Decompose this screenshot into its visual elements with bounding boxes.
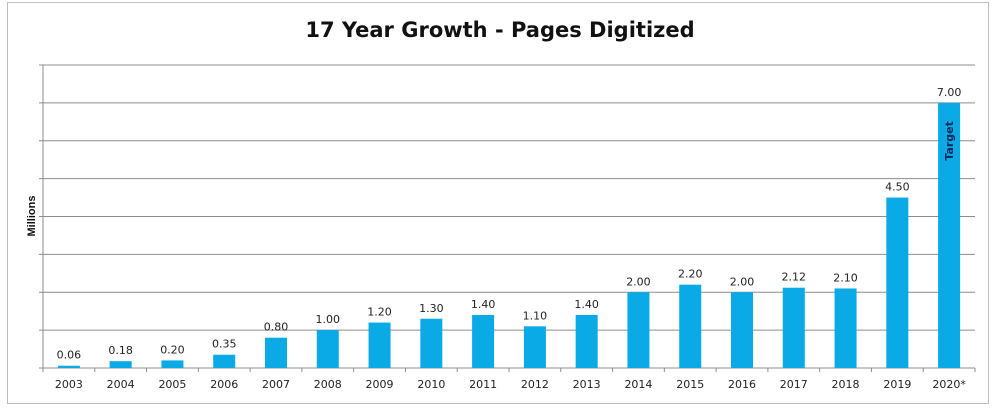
chart-frame bbox=[7, 2, 989, 404]
x-tick-label: 2011 bbox=[469, 378, 497, 391]
data-label: 0.35 bbox=[212, 338, 237, 351]
bar-2012 bbox=[523, 326, 546, 368]
data-label: 1.40 bbox=[574, 298, 599, 311]
data-label: 1.40 bbox=[471, 298, 496, 311]
bar-2006 bbox=[213, 354, 236, 368]
x-tick-label: 2018 bbox=[832, 378, 860, 391]
bar-2016 bbox=[731, 292, 753, 368]
x-tick-label: 2019 bbox=[883, 378, 911, 391]
data-label: 1.10 bbox=[523, 309, 548, 322]
bar-2014 bbox=[627, 292, 650, 368]
bar-2013 bbox=[575, 314, 598, 368]
data-label: 1.00 bbox=[316, 313, 341, 326]
bar-2003 bbox=[57, 365, 80, 368]
x-tick-label: 2016 bbox=[728, 378, 756, 391]
data-label: 1.30 bbox=[419, 302, 444, 315]
bar-2018 bbox=[834, 288, 857, 368]
x-tick-label: 2003 bbox=[55, 378, 83, 391]
x-tick-label: 2017 bbox=[780, 378, 808, 391]
x-tick-label: 2015 bbox=[676, 378, 704, 391]
data-label: 0.80 bbox=[264, 321, 289, 334]
bar-2015 bbox=[679, 284, 702, 368]
data-label: 2.00 bbox=[730, 275, 755, 288]
data-label: 2.12 bbox=[782, 271, 807, 284]
x-tick-label: 2004 bbox=[107, 378, 135, 391]
data-label: 2.20 bbox=[678, 268, 703, 281]
bar-2017 bbox=[782, 287, 805, 368]
bar-2019 bbox=[886, 197, 909, 368]
x-tick-label: 2006 bbox=[210, 378, 238, 391]
x-tick-label: 2010 bbox=[417, 378, 445, 391]
data-label: 0.20 bbox=[160, 343, 185, 356]
bar-2008 bbox=[316, 330, 339, 368]
x-tick-label: 2013 bbox=[573, 378, 601, 391]
x-tick-label: 2007 bbox=[262, 378, 290, 391]
x-tick-label: 2005 bbox=[158, 378, 186, 391]
bar-2009 bbox=[368, 322, 391, 368]
bar-2020* bbox=[938, 102, 961, 368]
x-tick-label: 2020* bbox=[932, 378, 966, 391]
x-tick-label: 2008 bbox=[314, 378, 342, 391]
data-label: 1.20 bbox=[367, 306, 392, 319]
bar-2011 bbox=[472, 314, 495, 368]
x-tick-label: 2012 bbox=[521, 378, 549, 391]
chart-title: 17 Year Growth - Pages Digitized bbox=[305, 18, 695, 42]
bar-2005 bbox=[161, 360, 184, 368]
data-label: 7.00 bbox=[937, 86, 962, 99]
data-label: 2.10 bbox=[833, 271, 858, 284]
annotation-target: Target bbox=[943, 121, 956, 161]
bar-2010 bbox=[420, 318, 443, 368]
bar-2004 bbox=[109, 361, 132, 368]
data-label: 0.06 bbox=[57, 349, 82, 362]
x-tick-label: 2009 bbox=[366, 378, 394, 391]
data-label: 4.50 bbox=[885, 181, 910, 194]
data-label: 0.18 bbox=[108, 344, 133, 357]
x-tick-label: 2014 bbox=[624, 378, 652, 391]
bar-2007 bbox=[265, 337, 287, 368]
data-label: 2.00 bbox=[626, 275, 651, 288]
